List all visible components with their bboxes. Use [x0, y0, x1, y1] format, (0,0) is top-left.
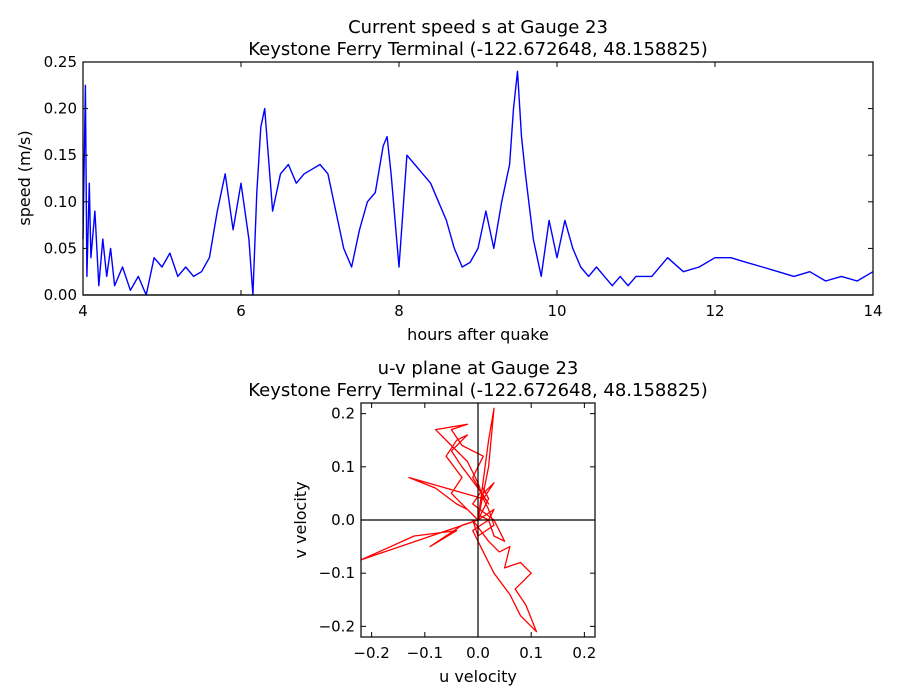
- uv-series: [360, 403, 595, 637]
- speed-chart: Current speed s at Gauge 23 Keystone Fer…: [15, 17, 883, 344]
- uv-chart-title: u-v plane at Gauge 23: [378, 358, 579, 379]
- speed-x-ticks: 4 6 8 10 12 14: [78, 62, 883, 320]
- uv-chart-subtitle: Keystone Ferry Terminal (-122.672648, 48…: [248, 380, 708, 401]
- speed-x-tick-label: 8: [394, 302, 404, 320]
- speed-line-series-0: [82, 70, 874, 296]
- uv-y-tick-label: 0.0: [331, 511, 355, 529]
- uv-y-tick-label: −0.2: [319, 617, 355, 635]
- speed-y-tick-label: 0.00: [44, 286, 77, 304]
- uv-y-axis-label: v velocity: [291, 481, 310, 558]
- speed-y-tick-label: 0.20: [44, 100, 77, 118]
- uv-x-tick-label: 0.0: [466, 644, 490, 662]
- speed-x-tick-label: 4: [78, 302, 88, 320]
- uv-y-tick-label: 0.1: [331, 458, 355, 476]
- uv-y-tick-label: 0.2: [331, 405, 355, 423]
- speed-x-tick-label: 10: [547, 302, 566, 320]
- speed-y-tick-label: 0.15: [44, 146, 77, 164]
- speed-series: [82, 70, 874, 296]
- speed-y-ticks: 0.00 0.05 0.10 0.15 0.20 0.25: [44, 53, 873, 304]
- speed-plot-frame: [82, 61, 874, 296]
- speed-x-tick-label: 6: [236, 302, 246, 320]
- uv-x-axis-label: u velocity: [439, 667, 517, 686]
- uv-x-ticks: −0.2 −0.1 0.0 0.1 0.2: [353, 403, 596, 662]
- speed-chart-title: Current speed s at Gauge 23: [348, 17, 608, 38]
- uv-x-tick-label: −0.1: [407, 644, 443, 662]
- speed-x-tick-label: 12: [705, 302, 724, 320]
- speed-y-tick-label: 0.25: [44, 53, 77, 71]
- uv-x-tick-label: −0.2: [353, 644, 389, 662]
- speed-x-tick-label: 14: [863, 302, 882, 320]
- speed-x-axis-label: hours after quake: [407, 325, 549, 344]
- uv-x-tick-label: 0.2: [572, 644, 596, 662]
- speed-y-axis-label: speed (m/s): [15, 130, 34, 225]
- speed-y-tick-label: 0.05: [44, 239, 77, 257]
- uv-y-tick-label: −0.1: [319, 564, 355, 582]
- speed-chart-subtitle: Keystone Ferry Terminal (-122.672648, 48…: [248, 39, 708, 60]
- uv-trajectory-series-0: [360, 407, 538, 633]
- speed-y-tick-label: 0.10: [44, 193, 77, 211]
- uv-x-tick-label: 0.1: [519, 644, 543, 662]
- uv-chart: u-v plane at Gauge 23 Keystone Ferry Ter…: [248, 358, 708, 686]
- uv-y-ticks: −0.2 −0.1 0.0 0.1 0.2: [319, 405, 595, 635]
